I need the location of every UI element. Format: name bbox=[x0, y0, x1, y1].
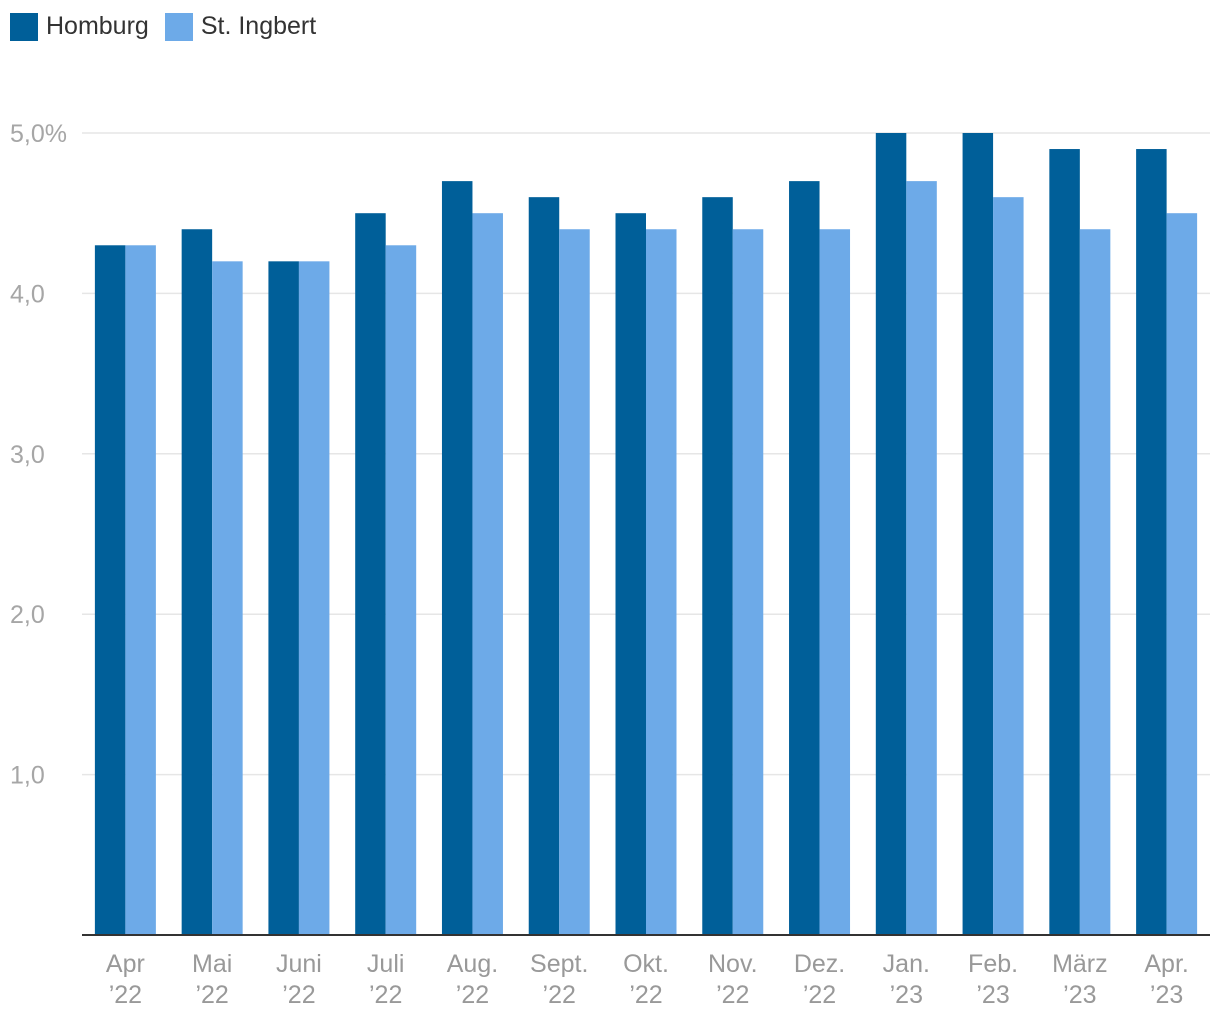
x-tick-label-month: Mai bbox=[192, 950, 232, 978]
bar-homburg bbox=[268, 261, 299, 935]
y-tick-label: 3,0 bbox=[10, 441, 45, 469]
bar-homburg bbox=[1049, 149, 1080, 936]
bar-st-ingbert bbox=[1079, 229, 1111, 936]
y-axis-tick-labels: 1,0 2,0 3,0 4,0 5,0% bbox=[10, 120, 67, 790]
x-tick-label: Apr. ’23 bbox=[1144, 950, 1188, 1009]
bar-st-ingbert bbox=[559, 229, 590, 936]
bar-homburg bbox=[181, 229, 213, 936]
bar-homburg bbox=[355, 213, 386, 935]
bar-st-ingbert bbox=[732, 229, 764, 936]
legend-item-homburg: Homburg bbox=[10, 12, 149, 41]
x-tick-label-year: ’22 bbox=[629, 981, 662, 1009]
x-tick-label-year: ’23 bbox=[890, 981, 923, 1009]
x-tick-label-year: ’22 bbox=[109, 981, 142, 1009]
chart-legend: Homburg St. Ingbert bbox=[10, 12, 316, 41]
bar-homburg bbox=[94, 245, 126, 935]
x-tick-label-month: Nov. bbox=[708, 950, 758, 978]
legend-swatch-homburg bbox=[10, 12, 38, 41]
x-tick-label-year: ’22 bbox=[456, 981, 489, 1009]
legend-label-homburg: Homburg bbox=[46, 12, 149, 40]
x-tick-label: Sept. ’22 bbox=[530, 950, 588, 1009]
x-tick-label: Apr ’22 bbox=[106, 950, 145, 1009]
y-tick-label: 5,0% bbox=[10, 120, 67, 148]
x-tick-label-year: ’22 bbox=[543, 981, 576, 1009]
bar-homburg bbox=[528, 197, 560, 935]
x-tick-label: Juli ’22 bbox=[367, 950, 405, 1009]
x-tick-label-month: Dez. bbox=[794, 950, 845, 978]
y-tick-label: 1,0 bbox=[10, 762, 45, 790]
x-tick-label-year: ’23 bbox=[1063, 981, 1096, 1009]
bar-st-ingbert bbox=[1166, 213, 1198, 935]
x-tick-label-month: Sept. bbox=[530, 950, 588, 978]
x-tick-label-month: Feb. bbox=[968, 950, 1018, 978]
x-tick-label-month: Jan. bbox=[883, 950, 930, 978]
y-tick-label: 4,0 bbox=[10, 280, 45, 308]
x-tick-label-month: März bbox=[1052, 950, 1108, 978]
bars bbox=[94, 133, 1198, 936]
bar-homburg bbox=[1136, 149, 1167, 936]
x-tick-label-year: ’23 bbox=[1150, 981, 1183, 1009]
x-tick-label-year: ’22 bbox=[803, 981, 836, 1009]
legend-item-st-ingbert: St. Ingbert bbox=[164, 12, 317, 41]
bar-st-ingbert bbox=[385, 245, 417, 935]
bar-st-ingbert bbox=[993, 197, 1024, 935]
bar-homburg bbox=[962, 133, 994, 935]
bar-st-ingbert bbox=[906, 181, 937, 935]
bar-st-ingbert bbox=[646, 229, 677, 936]
x-tick-label: Aug. ’22 bbox=[447, 950, 498, 1009]
bar-homburg bbox=[441, 181, 473, 935]
x-tick-label-month: Juni bbox=[276, 950, 322, 978]
bar-st-ingbert bbox=[472, 213, 503, 935]
x-tick-label: Dez. ’22 bbox=[794, 950, 845, 1009]
bar-st-ingbert bbox=[125, 245, 156, 935]
x-tick-label: Mai ’22 bbox=[192, 950, 232, 1009]
bar-homburg bbox=[789, 181, 820, 935]
bar-st-ingbert bbox=[298, 261, 330, 935]
x-tick-label: Juni ’22 bbox=[276, 950, 322, 1009]
x-tick-label-month: Apr bbox=[106, 950, 145, 978]
x-tick-label: Jan. ’23 bbox=[883, 950, 930, 1009]
legend-swatch-st-ingbert bbox=[164, 12, 193, 41]
bar-st-ingbert bbox=[819, 229, 851, 936]
x-tick-label-year: ’22 bbox=[195, 981, 228, 1009]
legend-label-st-ingbert: St. Ingbert bbox=[200, 12, 317, 40]
x-tick-label: Nov. ’22 bbox=[708, 950, 758, 1009]
x-axis-tick-labels: Apr ’22 Mai ’22 Juni ’22 Juli ’22 Aug. ’22 Sept. ’2… bbox=[106, 950, 1189, 1009]
x-tick-label: Feb. ’23 bbox=[968, 950, 1018, 1009]
bar-homburg bbox=[702, 197, 733, 935]
x-tick-label-year: ’22 bbox=[716, 981, 749, 1009]
x-tick-label-month: Juli bbox=[367, 950, 405, 978]
x-tick-label-month: Aug. bbox=[447, 950, 498, 978]
bar-st-ingbert bbox=[212, 261, 243, 935]
x-tick-label-month: Okt. bbox=[623, 950, 669, 978]
x-tick-label-year: ’23 bbox=[976, 981, 1009, 1009]
y-tick-label: 2,0 bbox=[10, 601, 45, 629]
x-tick-label: Okt. ’22 bbox=[623, 950, 669, 1009]
x-tick-label-year: ’22 bbox=[369, 981, 402, 1009]
x-tick-label-year: ’22 bbox=[282, 981, 315, 1009]
bar-homburg bbox=[615, 213, 646, 935]
x-tick-label-month: Apr. bbox=[1144, 950, 1188, 978]
x-tick-label: März ’23 bbox=[1052, 950, 1108, 1009]
bar-homburg bbox=[875, 133, 907, 935]
